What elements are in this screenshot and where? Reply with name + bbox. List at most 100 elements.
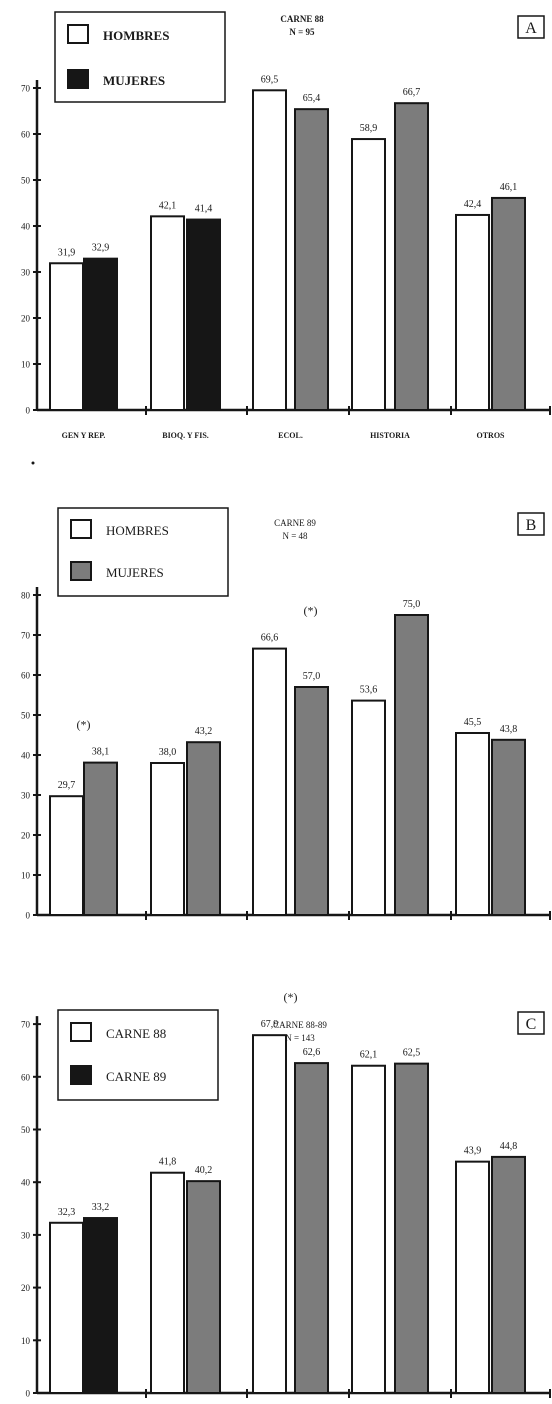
data-label: 45,5 xyxy=(464,717,482,728)
y-tick-label: 70 xyxy=(21,84,31,94)
bar-mujeres-0 xyxy=(83,761,118,916)
chart-title: CARNE 89 xyxy=(274,518,316,528)
stray-dot xyxy=(31,461,35,465)
data-label: 42,4 xyxy=(464,199,482,210)
data-label: 46,1 xyxy=(500,182,518,193)
y-tick-label: 30 xyxy=(21,1230,31,1240)
legend-label: CARNE 89 xyxy=(106,1069,166,1084)
legend-swatch xyxy=(67,24,89,44)
chart-subtitle: N = 143 xyxy=(285,1033,315,1043)
significance-annotation: (*) xyxy=(304,604,318,618)
legend-label: HOMBRES xyxy=(103,28,169,43)
data-label: 75,0 xyxy=(403,599,421,610)
bar-carne-88-0 xyxy=(49,1221,84,1395)
y-tick-label: 60 xyxy=(21,1072,31,1082)
y-tick-label: 50 xyxy=(21,711,31,721)
chart-subtitle: N = 95 xyxy=(289,27,315,37)
data-label: 43,8 xyxy=(500,724,518,735)
chart-panel-b: 0 10 20 30 40 50 60 70 80 29,7 38,0 66,6 53,6 45,5 38,… xyxy=(21,507,551,921)
panel-label-frame xyxy=(517,1011,545,1035)
data-label: 65,4 xyxy=(303,93,321,104)
data-label: 57,0 xyxy=(303,671,321,682)
legend-swatch xyxy=(70,519,92,539)
y-tick-label: 10 xyxy=(21,871,31,881)
bar-hombres-4 xyxy=(455,213,490,411)
legend-swatch xyxy=(70,1065,92,1085)
data-label: 31,9 xyxy=(58,247,76,258)
category-label: HISTORIA xyxy=(370,431,410,440)
bar-hombres-3 xyxy=(351,138,386,411)
bar-mujeres-4 xyxy=(491,196,526,411)
bar-mujeres-1 xyxy=(186,741,221,917)
significance-annotation: (*) xyxy=(284,990,298,1004)
data-label: 43,9 xyxy=(464,1146,482,1157)
legend-label: MUJERES xyxy=(106,565,164,580)
bar-mujeres-3 xyxy=(394,102,429,412)
chart-panel-a: 0 10 20 30 40 50 60 70 31,9 42,1 69,5 58,9 42,4 32,9 4… xyxy=(21,11,551,440)
y-tick-label: 20 xyxy=(21,1283,31,1293)
data-label: 32,9 xyxy=(92,243,110,254)
bar-carne-89-4 xyxy=(491,1155,526,1395)
legend-label: CARNE 88 xyxy=(106,1026,166,1041)
legend-swatch xyxy=(70,561,92,581)
y-tick-label: 0 xyxy=(26,911,31,921)
chart-title: CARNE 88-89 xyxy=(273,1020,327,1030)
bar-mujeres-2 xyxy=(294,686,329,916)
y-tick-label: 40 xyxy=(21,1178,31,1188)
y-tick-label: 30 xyxy=(21,791,31,801)
bar-hombres-4 xyxy=(455,732,490,916)
data-label: 41,8 xyxy=(159,1157,177,1168)
legend: CARNE 88 CARNE 89 xyxy=(57,1009,219,1101)
data-label: 58,9 xyxy=(360,123,378,134)
bar-carne-89-1 xyxy=(186,1180,221,1394)
panel-label-frame xyxy=(517,512,545,536)
data-label: 32,3 xyxy=(58,1207,76,1218)
y-tick-label: 70 xyxy=(21,1020,31,1030)
bar-mujeres-3 xyxy=(394,614,429,916)
bar-hombres-0 xyxy=(49,795,84,917)
data-label: 66,7 xyxy=(403,87,421,98)
bar-mujeres-2 xyxy=(294,108,329,411)
bar-hombres-2 xyxy=(252,647,287,916)
legend-label: MUJERES xyxy=(103,73,165,88)
data-label: 67,9 xyxy=(261,1019,279,1030)
bar-hombres-3 xyxy=(351,699,386,916)
chart-title: CARNE 88 xyxy=(280,14,324,24)
y-tick-label: 70 xyxy=(21,631,31,641)
y-tick-label: 20 xyxy=(21,314,31,324)
chart-subtitle: N = 48 xyxy=(282,531,308,541)
y-tick-label: 60 xyxy=(21,130,31,140)
data-label: 29,7 xyxy=(58,780,76,791)
data-label: 33,2 xyxy=(92,1202,110,1213)
category-label: GEN Y REP. xyxy=(62,431,106,440)
legend-swatch xyxy=(67,69,89,89)
panel-label-frame xyxy=(517,15,545,39)
legend: HOMBRES MUJERES xyxy=(57,507,229,597)
legend: HOMBRES MUJERES xyxy=(54,11,226,103)
bar-mujeres-0 xyxy=(83,257,118,411)
y-tick-label: 60 xyxy=(21,671,31,681)
y-tick-label: 50 xyxy=(21,1125,31,1135)
data-label: 38,0 xyxy=(159,747,177,758)
data-label: 62,6 xyxy=(303,1047,321,1058)
data-label: 66,6 xyxy=(261,633,279,644)
data-label: 38,1 xyxy=(92,747,110,758)
bar-mujeres-4 xyxy=(491,738,526,916)
bar-carne-88-1 xyxy=(150,1171,185,1394)
data-label: 43,2 xyxy=(195,726,213,737)
category-label: ECOL. xyxy=(278,431,303,440)
data-label: 44,8 xyxy=(500,1141,518,1152)
data-label: 62,5 xyxy=(403,1048,421,1059)
bar-carne-88-2 xyxy=(252,1034,287,1394)
bar-hombres-1 xyxy=(150,762,185,916)
data-label: 69,5 xyxy=(261,74,279,85)
y-tick-label: 10 xyxy=(21,360,31,370)
panel-label: C xyxy=(526,1016,537,1033)
y-tick-label: 0 xyxy=(26,406,31,416)
y-tick-label: 80 xyxy=(21,591,31,601)
data-label: 40,2 xyxy=(195,1165,213,1176)
data-label: 62,1 xyxy=(360,1050,378,1061)
category-label: OTROS xyxy=(476,431,505,440)
